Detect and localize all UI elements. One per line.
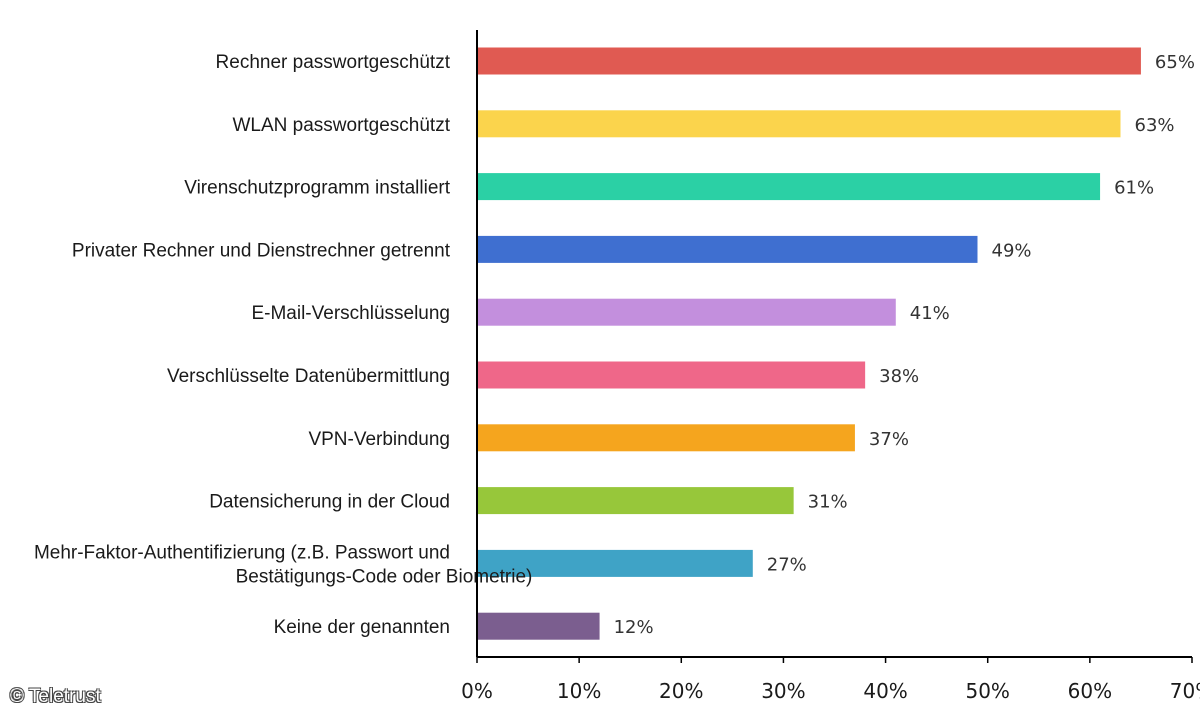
category-label: Keine der genannten (274, 617, 450, 638)
value-label: 31% (808, 492, 848, 513)
bar (477, 549, 753, 577)
bar (477, 110, 1121, 138)
value-label: 27% (767, 554, 807, 575)
category-label: Verschlüsselte Datenübermittlung (167, 366, 450, 387)
x-tick-label: 30% (761, 679, 805, 703)
credit-label: © Teletrust (10, 686, 101, 707)
bar (477, 612, 600, 640)
category-label: Rechner passwortgeschützt (216, 52, 451, 73)
bar (477, 487, 794, 515)
value-label: 61% (1114, 178, 1154, 199)
bar (477, 235, 978, 263)
bar (477, 424, 855, 452)
bar (477, 47, 1141, 75)
category-label: WLAN passwortgeschützt (232, 115, 450, 136)
category-label: VPN-Verbindung (308, 429, 450, 450)
category-label: E-Mail-Verschlüsselung (251, 303, 450, 324)
bar (477, 361, 866, 389)
x-tick-label: 10% (557, 679, 601, 703)
category-label: Privater Rechner und Dienstrechner getre… (72, 240, 451, 261)
x-tick-label: 60% (1068, 679, 1112, 703)
value-label: 38% (879, 366, 919, 387)
category-label: Mehr-Faktor-Authentifizierung (z.B. Pass… (34, 542, 450, 563)
bar (477, 173, 1101, 201)
value-label: 63% (1135, 115, 1175, 136)
value-label: 37% (869, 429, 909, 450)
category-label: Datensicherung in der Cloud (209, 492, 450, 513)
x-tick-label: 20% (659, 679, 703, 703)
category-label: Virenschutzprogramm installiert (184, 178, 450, 199)
value-label: 12% (614, 617, 654, 638)
x-tick-label: 50% (965, 679, 1009, 703)
value-label: 65% (1155, 52, 1195, 73)
x-tick-label: 0% (461, 679, 493, 703)
value-label: 49% (992, 240, 1032, 261)
x-tick-label: 70% (1170, 679, 1200, 703)
bar (477, 298, 896, 326)
x-tick-label: 40% (863, 679, 907, 703)
category-label: Bestätigungs-Code oder Biometrie) (236, 566, 533, 587)
value-label: 41% (910, 303, 950, 324)
